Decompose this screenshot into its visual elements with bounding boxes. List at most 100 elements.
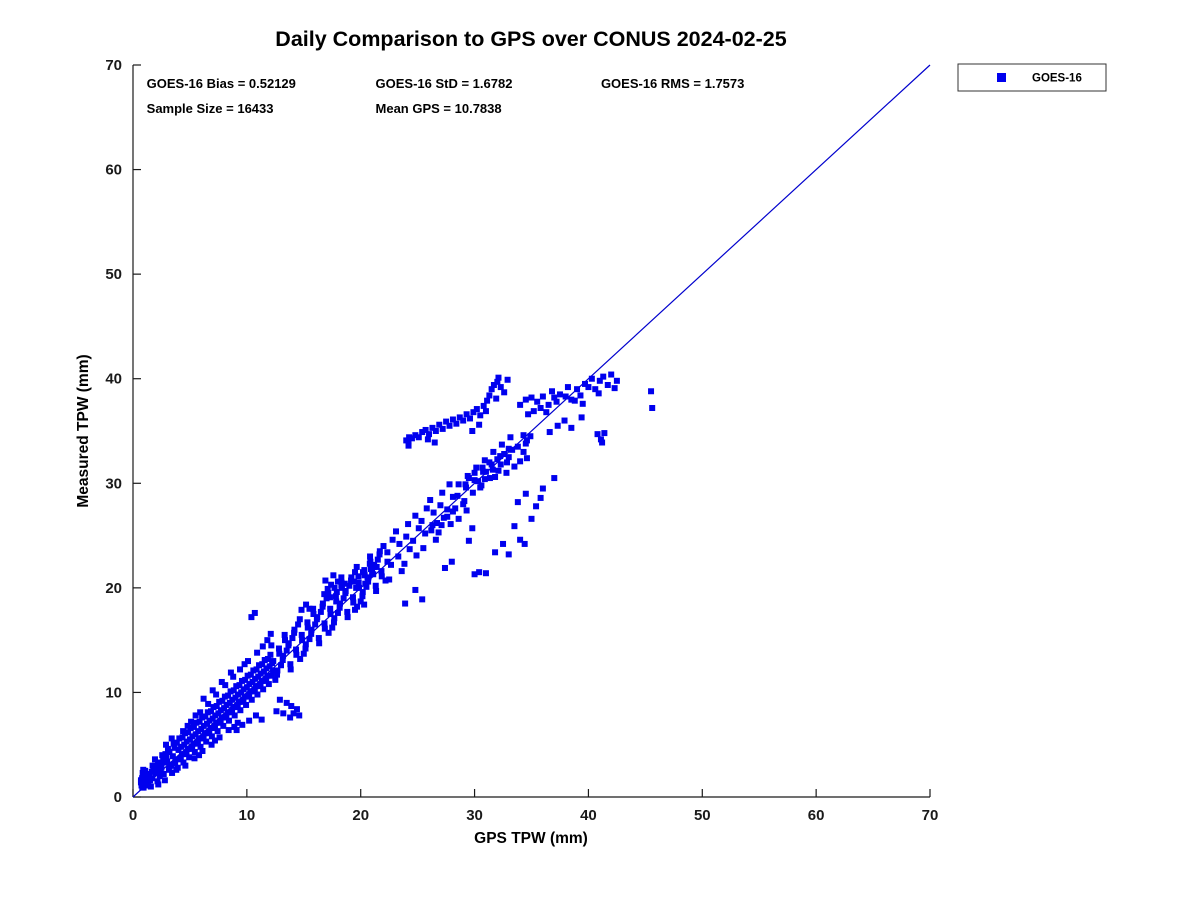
data-point [272,676,279,683]
data-point [283,647,290,654]
data-point [313,616,320,623]
data-point [373,563,380,570]
data-point [238,677,245,684]
data-point [157,768,164,775]
data-point [197,709,204,716]
data-point [149,775,156,782]
data-point [449,508,456,515]
data-point [384,558,391,565]
data-point [186,736,193,743]
data-point [395,553,402,560]
data-point [431,439,438,446]
data-point [354,603,361,610]
data-point [263,676,270,683]
data-point [211,737,218,744]
data-point [511,523,518,530]
data-point [449,493,456,500]
data-point [160,759,167,766]
data-point [441,564,448,571]
data-point [270,658,277,665]
data-point [330,572,337,579]
data-point [231,712,238,719]
data-point [388,561,395,568]
data-point [170,740,177,747]
data-point [430,509,437,516]
data-point [476,569,483,576]
y-tick-label: 20 [105,580,122,597]
data-point [273,708,280,715]
data-point [289,635,296,642]
data-point [186,754,193,761]
data-point [494,456,501,463]
legend-label: GOES-16 [1032,73,1082,85]
data-point [436,421,443,428]
data-point [471,469,478,476]
data-point [254,649,261,656]
data-point [500,540,507,547]
data-point [206,717,213,724]
data-point [604,381,611,388]
data-point [539,393,546,400]
data-point [523,437,530,444]
data-point [429,424,436,431]
data-point [465,537,472,544]
data-point [481,476,488,483]
data-point [420,545,427,552]
data-point [415,525,422,532]
data-point [297,655,304,662]
data-point [561,417,568,424]
data-point [554,422,561,429]
data-point [270,667,277,674]
data-point [438,522,445,529]
data-point [509,446,516,453]
data-point [172,756,179,763]
data-point [154,778,161,785]
data-point [481,457,488,464]
data-point [545,401,552,408]
data-point [172,760,179,767]
data-point [490,381,497,388]
data-point [274,667,281,674]
legend: GOES-16 [957,63,1107,92]
data-point [179,734,186,741]
data-point [264,655,271,662]
x-axis-label: GPS TPW (mm) [474,830,588,847]
data-point [238,689,245,696]
data-point [241,693,248,700]
data-point [203,738,210,745]
data-point [295,621,302,628]
data-point [447,521,454,528]
data-point [333,598,340,605]
data-point [199,747,206,754]
data-point [168,735,175,742]
data-point [214,728,221,735]
data-point [316,640,323,647]
data-point [359,589,366,596]
data-point [190,740,197,747]
data-point [276,650,283,657]
data-point [571,397,578,404]
data-point [505,551,512,558]
data-point [595,390,602,397]
data-point [384,549,391,556]
data-point [205,700,212,707]
data-point [543,409,550,416]
data-point [419,596,426,603]
data-point [310,611,317,617]
data-point [338,582,345,589]
data-point [486,475,493,482]
data-point [291,629,298,636]
data-point [139,775,146,782]
data-point [454,492,461,499]
data-point [197,743,204,750]
data-point [232,694,239,701]
data-point [362,580,369,587]
data-point [334,578,341,585]
data-point [192,731,199,738]
data-point [281,637,288,644]
data-point [259,661,266,668]
data-point [412,586,419,593]
data-point [456,414,463,421]
data-point [403,533,410,540]
